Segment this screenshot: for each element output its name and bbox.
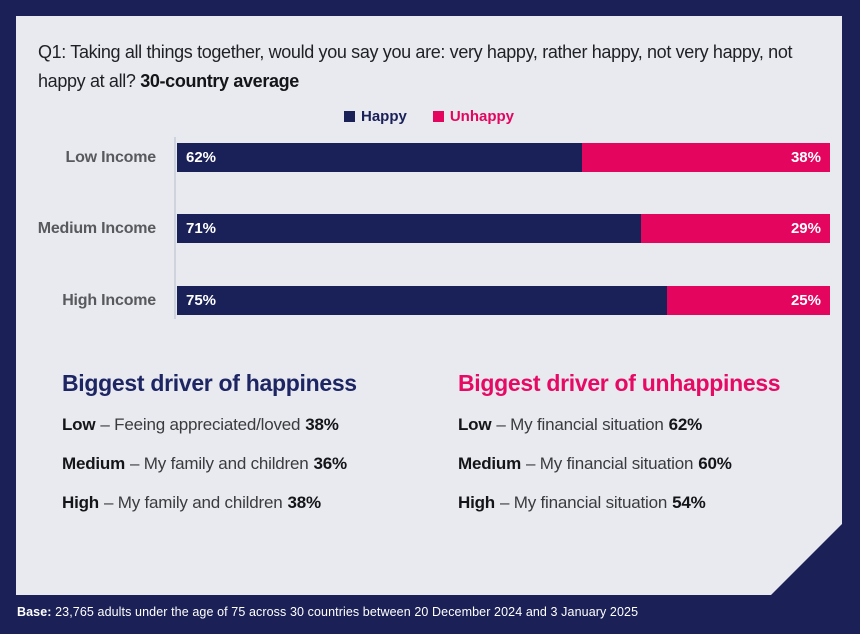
driver-item-low: Low – My financial situation 62% bbox=[458, 415, 858, 435]
bar-segment-happy: 71% bbox=[177, 214, 641, 243]
question-title-bold: 30-country average bbox=[140, 71, 299, 91]
base-footnote-text: 23,765 adults under the age of 75 across… bbox=[51, 605, 639, 619]
driver-value: 38% bbox=[287, 493, 321, 512]
legend-item-unhappy: Unhappy bbox=[433, 108, 514, 125]
driver-value: 62% bbox=[668, 415, 703, 434]
base-footnote-label: Base: bbox=[17, 605, 52, 619]
driver-level: Medium bbox=[458, 454, 522, 473]
bar-value-unhappy: 38% bbox=[790, 149, 821, 166]
driver-item-medium: Medium – My financial situation 60% bbox=[458, 454, 858, 474]
driver-level: High bbox=[62, 493, 99, 512]
driver-value: 60% bbox=[698, 454, 732, 473]
category-label: Medium Income bbox=[37, 220, 156, 237]
driver-text: – My family and children bbox=[103, 493, 283, 512]
category-label: High Income bbox=[62, 292, 156, 309]
driver-text: – My family and children bbox=[130, 454, 309, 473]
driver-item-medium: Medium – My family and children 36% bbox=[62, 454, 462, 474]
question-title-text: Q1: Taking all things together, would yo… bbox=[38, 42, 793, 91]
question-title: Q1: Taking all things together, would yo… bbox=[38, 38, 830, 96]
driver-value: 36% bbox=[313, 454, 347, 473]
bar-segment-happy: 75% bbox=[177, 286, 667, 315]
driver-level: Low bbox=[62, 415, 96, 434]
bar-track: 62% 38% bbox=[177, 143, 830, 172]
legend-swatch-happy-icon bbox=[344, 111, 355, 122]
chart-legend: Happy Unhappy bbox=[16, 108, 842, 125]
legend-label-happy: Happy bbox=[360, 108, 407, 125]
chart-axis-line bbox=[174, 137, 176, 319]
legend-swatch-unhappy-icon bbox=[433, 111, 444, 122]
driver-item-high: High – My financial situation 54% bbox=[458, 493, 858, 513]
drivers-unhappiness-column: Biggest driver of unhappiness Low – My fi… bbox=[458, 369, 858, 532]
driver-value: 54% bbox=[672, 493, 706, 512]
bar-row-medium-income: Medium Income 71% 29% bbox=[16, 214, 842, 243]
driver-text: – My financial situation bbox=[499, 493, 668, 512]
driver-level: Medium bbox=[62, 454, 126, 473]
bar-value-happy: 62% bbox=[186, 149, 217, 166]
chart-card: Q1: Taking all things together, would yo… bbox=[16, 16, 842, 595]
bar-value-unhappy: 25% bbox=[790, 292, 821, 309]
driver-text: – My financial situation bbox=[526, 454, 694, 473]
bar-segment-happy: 62% bbox=[177, 143, 582, 172]
driver-text: – My financial situation bbox=[496, 415, 664, 434]
driver-text: – Feeing appreciated/loved bbox=[100, 415, 301, 434]
bar-track: 71% 29% bbox=[177, 214, 830, 243]
base-footnote: Base: 23,765 adults under the age of 75 … bbox=[17, 604, 847, 620]
legend-item-happy: Happy bbox=[344, 108, 407, 125]
bar-segment-unhappy: 29% bbox=[641, 214, 830, 243]
bar-segment-unhappy: 25% bbox=[667, 286, 830, 315]
bar-segment-unhappy: 38% bbox=[582, 143, 830, 172]
bar-track: 75% 25% bbox=[177, 286, 830, 315]
drivers-unhappiness-title: Biggest driver of unhappiness bbox=[458, 370, 781, 396]
driver-level: Low bbox=[458, 415, 492, 434]
bar-row-low-income: Low Income 62% 38% bbox=[16, 143, 842, 172]
legend-label-unhappy: Unhappy bbox=[449, 108, 514, 125]
bar-value-unhappy: 29% bbox=[790, 220, 821, 237]
driver-value: 38% bbox=[305, 415, 339, 434]
drivers-happiness-column: Biggest driver of happiness Low – Feeing … bbox=[62, 369, 462, 532]
driver-level: High bbox=[458, 493, 495, 512]
bar-value-happy: 71% bbox=[186, 220, 217, 237]
bar-row-high-income: High Income 75% 25% bbox=[16, 286, 842, 315]
driver-item-high: High – My family and children 38% bbox=[62, 493, 462, 513]
driver-item-low: Low – Feeing appreciated/loved 38% bbox=[62, 415, 462, 435]
drivers-happiness-title: Biggest driver of happiness bbox=[62, 370, 357, 396]
category-label: Low Income bbox=[65, 149, 156, 166]
bar-value-happy: 75% bbox=[186, 292, 217, 309]
